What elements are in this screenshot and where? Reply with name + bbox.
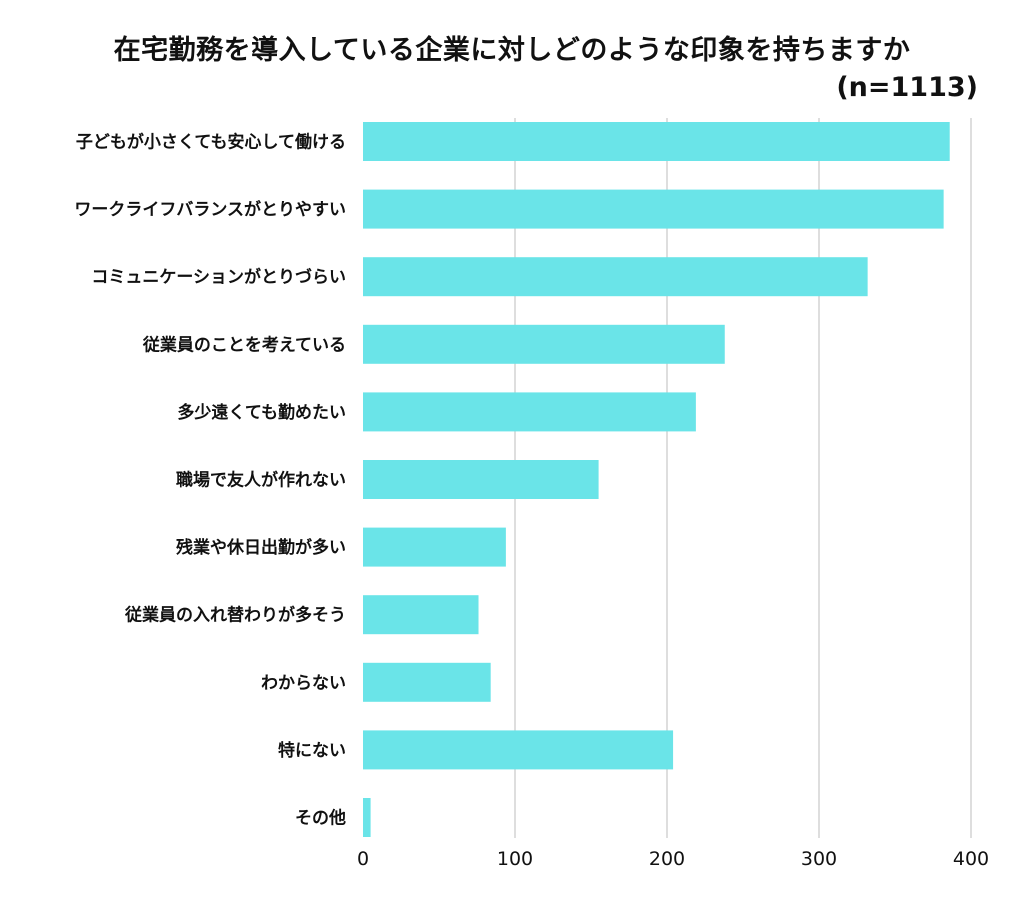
bar (363, 324, 725, 364)
x-tick-label: 400 (953, 848, 989, 870)
bar (363, 392, 696, 432)
category-label: 残業や休日出勤が多い (176, 537, 346, 558)
category-label: その他 (295, 808, 346, 829)
bar (363, 798, 371, 837)
x-tick-label: 0 (357, 848, 369, 870)
bar (363, 122, 950, 161)
bar (363, 189, 944, 229)
chart-title: 在宅勤務を導入している企業に対しどのような印象を持ちますか (113, 35, 911, 66)
category-label: コミュニケーションがとりづらい (91, 267, 346, 288)
chart-subtitle: (n=1113) (836, 72, 978, 103)
x-tick-label: 300 (801, 848, 837, 870)
bar (363, 730, 674, 770)
category-label: わからない (261, 673, 346, 693)
category-label: ワークライフバランスがとりやすい (74, 199, 346, 220)
x-tick-label: 200 (649, 848, 685, 870)
category-label: 多少遠くても勤めたい (177, 402, 346, 423)
category-label: 特にない (278, 740, 346, 761)
category-label: 従業員の入れ替わりが多そう (124, 605, 346, 626)
bar (363, 595, 479, 635)
category-label: 子どもが小さくても安心して働ける (76, 132, 346, 153)
x-tick-label: 100 (497, 848, 533, 870)
bar (363, 257, 868, 297)
category-label: 従業員のことを考えている (142, 334, 346, 355)
bar (363, 527, 506, 567)
bar (363, 460, 599, 499)
bar (363, 662, 491, 702)
category-label: 職場で友人が作れない (176, 470, 346, 491)
